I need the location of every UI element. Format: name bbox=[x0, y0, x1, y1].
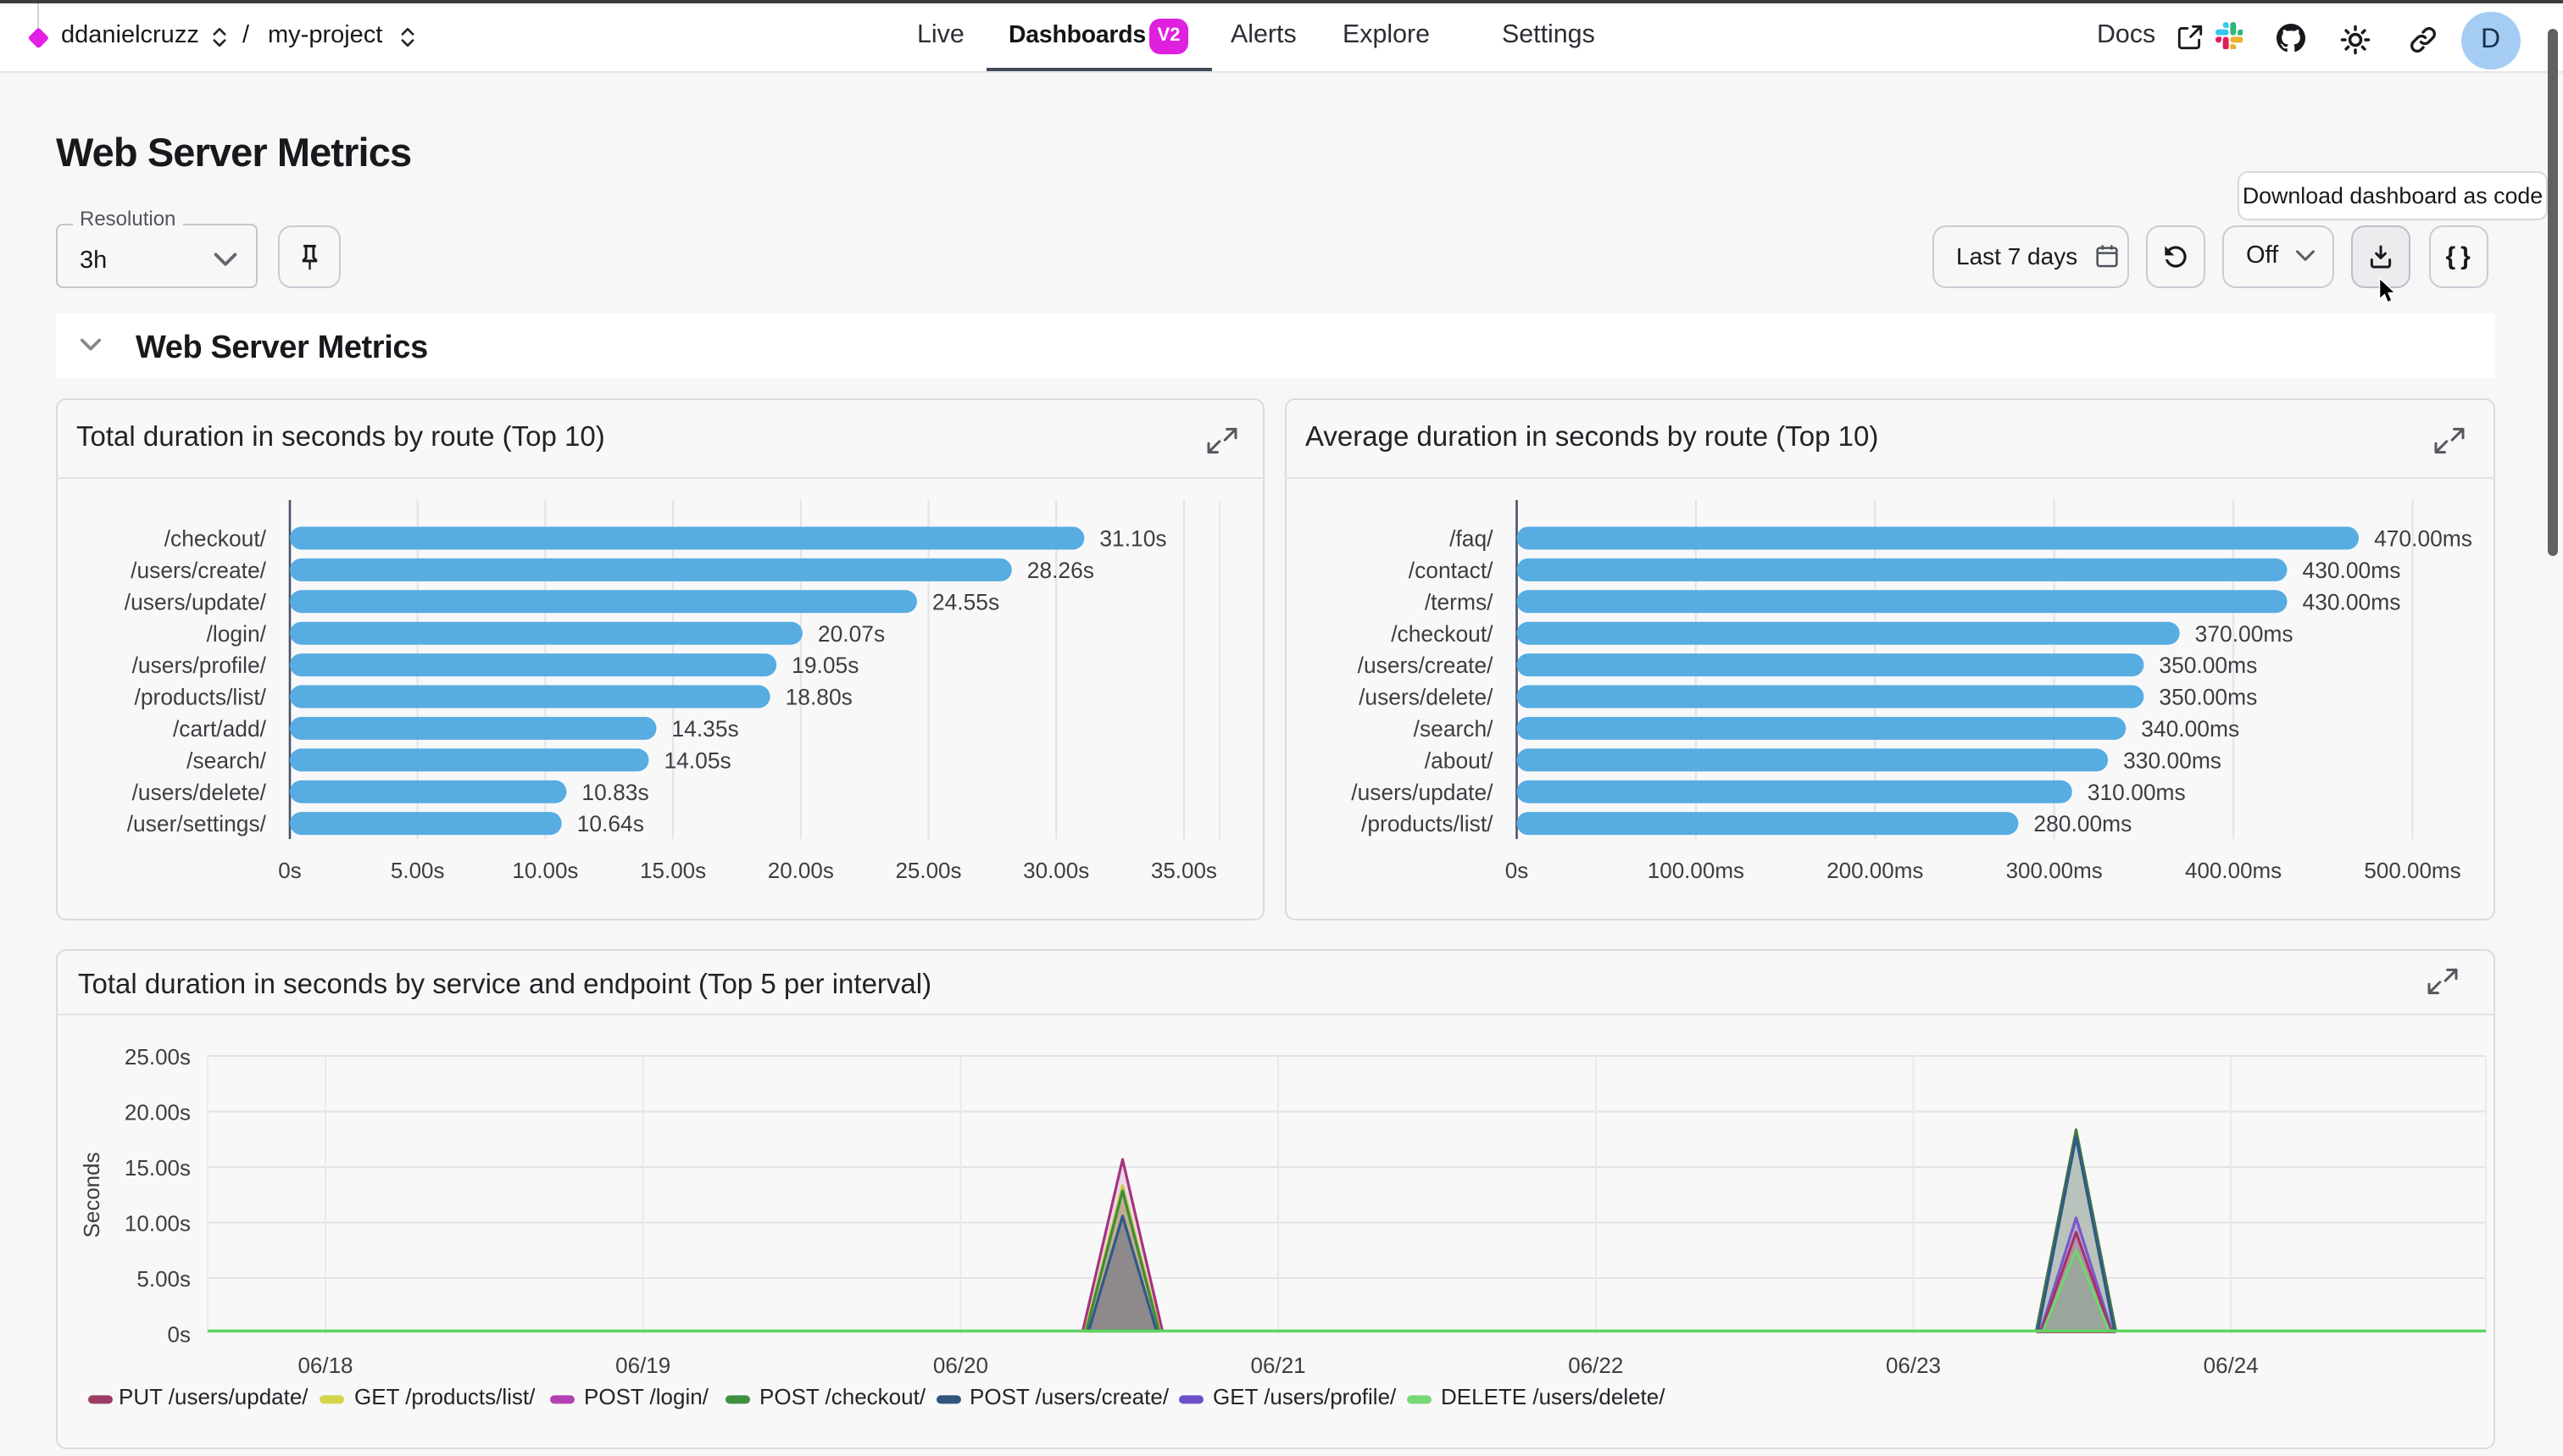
svg-text:14.05s: 14.05s bbox=[664, 747, 731, 773]
svg-text:/users/delete/: /users/delete/ bbox=[132, 780, 267, 805]
svg-text:430.00ms: 430.00ms bbox=[2302, 558, 2400, 583]
svg-text:/users/delete/: /users/delete/ bbox=[1358, 685, 1493, 710]
svg-text:Seconds: Seconds bbox=[79, 1151, 104, 1236]
svg-text:24.55s: 24.55s bbox=[932, 589, 999, 614]
svg-text:GET /products/list/: GET /products/list/ bbox=[354, 1383, 536, 1409]
svg-text:35.00s: 35.00s bbox=[1151, 858, 1217, 883]
svg-text:10.64s: 10.64s bbox=[577, 811, 644, 836]
svg-text:350.00ms: 350.00ms bbox=[2158, 685, 2256, 710]
svg-text:400.00ms: 400.00ms bbox=[2184, 858, 2281, 883]
svg-text:20.00s: 20.00s bbox=[125, 1099, 191, 1125]
svg-text:GET /users/profile/: GET /users/profile/ bbox=[1213, 1383, 1397, 1409]
svg-text:370.00ms: 370.00ms bbox=[2194, 621, 2293, 647]
svg-text:/search/: /search/ bbox=[186, 747, 267, 773]
svg-text:0s: 0s bbox=[1504, 858, 1527, 883]
svg-text:30.00s: 30.00s bbox=[1023, 858, 1089, 883]
svg-text:31.10s: 31.10s bbox=[1099, 526, 1166, 552]
svg-text:10.00s: 10.00s bbox=[125, 1210, 191, 1236]
svg-text:POST /users/create/: POST /users/create/ bbox=[970, 1383, 1170, 1409]
svg-text:280.00ms: 280.00ms bbox=[2032, 811, 2131, 836]
svg-text:14.35s: 14.35s bbox=[672, 716, 739, 742]
svg-text:19.05s: 19.05s bbox=[792, 653, 859, 678]
svg-text:/login/: /login/ bbox=[207, 621, 267, 647]
svg-text:PUT /users/update/: PUT /users/update/ bbox=[119, 1383, 309, 1409]
svg-text:Total duration in seconds by s: Total duration in seconds by service and… bbox=[78, 967, 931, 998]
svg-text:/contact/: /contact/ bbox=[1408, 558, 1493, 583]
svg-text:/users/update/: /users/update/ bbox=[1350, 780, 1493, 805]
svg-text:06/23: 06/23 bbox=[1886, 1352, 1941, 1377]
svg-text:10.00s: 10.00s bbox=[512, 858, 578, 883]
svg-text:DELETE /users/delete/: DELETE /users/delete/ bbox=[1441, 1383, 1665, 1409]
svg-text:/search/: /search/ bbox=[1413, 716, 1493, 742]
svg-text:200.00ms: 200.00ms bbox=[1826, 858, 1922, 883]
svg-text:06/20: 06/20 bbox=[933, 1352, 988, 1377]
svg-text:18.80s: 18.80s bbox=[786, 685, 853, 710]
svg-text:06/21: 06/21 bbox=[1251, 1352, 1306, 1377]
svg-text:Total duration in seconds by r: Total duration in seconds by route (Top … bbox=[76, 420, 605, 452]
svg-text:/users/update/: /users/update/ bbox=[125, 589, 267, 614]
svg-text:06/22: 06/22 bbox=[1568, 1352, 1623, 1377]
svg-text:/user/settings/: /user/settings/ bbox=[127, 811, 267, 836]
svg-text:25.00s: 25.00s bbox=[895, 858, 961, 883]
svg-text:100.00ms: 100.00ms bbox=[1647, 858, 1743, 883]
svg-text:/checkout/: /checkout/ bbox=[164, 526, 267, 552]
svg-text:/users/profile/: /users/profile/ bbox=[132, 653, 267, 678]
svg-text:5.00s: 5.00s bbox=[391, 858, 445, 883]
svg-text:0s: 0s bbox=[278, 858, 301, 883]
svg-text:350.00ms: 350.00ms bbox=[2158, 653, 2256, 678]
svg-text:310.00ms: 310.00ms bbox=[2087, 780, 2185, 805]
svg-text:25.00s: 25.00s bbox=[125, 1043, 191, 1069]
svg-text:/checkout/: /checkout/ bbox=[1390, 621, 1493, 647]
svg-text:470.00ms: 470.00ms bbox=[2373, 526, 2471, 552]
svg-text:300.00ms: 300.00ms bbox=[2005, 858, 2102, 883]
svg-text:06/19: 06/19 bbox=[615, 1352, 670, 1377]
svg-text:Average duration in seconds by: Average duration in seconds by route (To… bbox=[1304, 420, 1877, 452]
svg-text:330.00ms: 330.00ms bbox=[2122, 747, 2221, 773]
svg-text:06/18: 06/18 bbox=[297, 1352, 353, 1377]
svg-text:340.00ms: 340.00ms bbox=[2140, 716, 2238, 742]
svg-text:500.00ms: 500.00ms bbox=[2363, 858, 2460, 883]
svg-text:/about/: /about/ bbox=[1424, 747, 1493, 773]
svg-text:/cart/add/: /cart/add/ bbox=[173, 716, 267, 742]
svg-text:5.00s: 5.00s bbox=[136, 1265, 191, 1291]
svg-text:15.00s: 15.00s bbox=[125, 1154, 191, 1180]
svg-text:20.07s: 20.07s bbox=[818, 621, 885, 647]
svg-text:06/24: 06/24 bbox=[2204, 1352, 2259, 1377]
svg-text:/products/list/: /products/list/ bbox=[1360, 811, 1493, 836]
svg-text:10.83s: 10.83s bbox=[581, 780, 648, 805]
svg-text:15.00s: 15.00s bbox=[640, 858, 706, 883]
svg-text:/terms/: /terms/ bbox=[1424, 589, 1493, 614]
svg-text:0s: 0s bbox=[168, 1321, 191, 1347]
svg-text:/products/list/: /products/list/ bbox=[135, 685, 267, 710]
svg-text:/faq/: /faq/ bbox=[1448, 526, 1493, 552]
svg-text:430.00ms: 430.00ms bbox=[2302, 589, 2400, 614]
svg-text:20.00s: 20.00s bbox=[768, 858, 834, 883]
svg-text:/users/create/: /users/create/ bbox=[1357, 653, 1493, 678]
svg-text:28.26s: 28.26s bbox=[1027, 558, 1094, 583]
svg-text:POST /checkout/: POST /checkout/ bbox=[759, 1383, 926, 1409]
svg-text:/users/create/: /users/create/ bbox=[131, 558, 267, 583]
svg-text:POST /login/: POST /login/ bbox=[584, 1383, 709, 1409]
